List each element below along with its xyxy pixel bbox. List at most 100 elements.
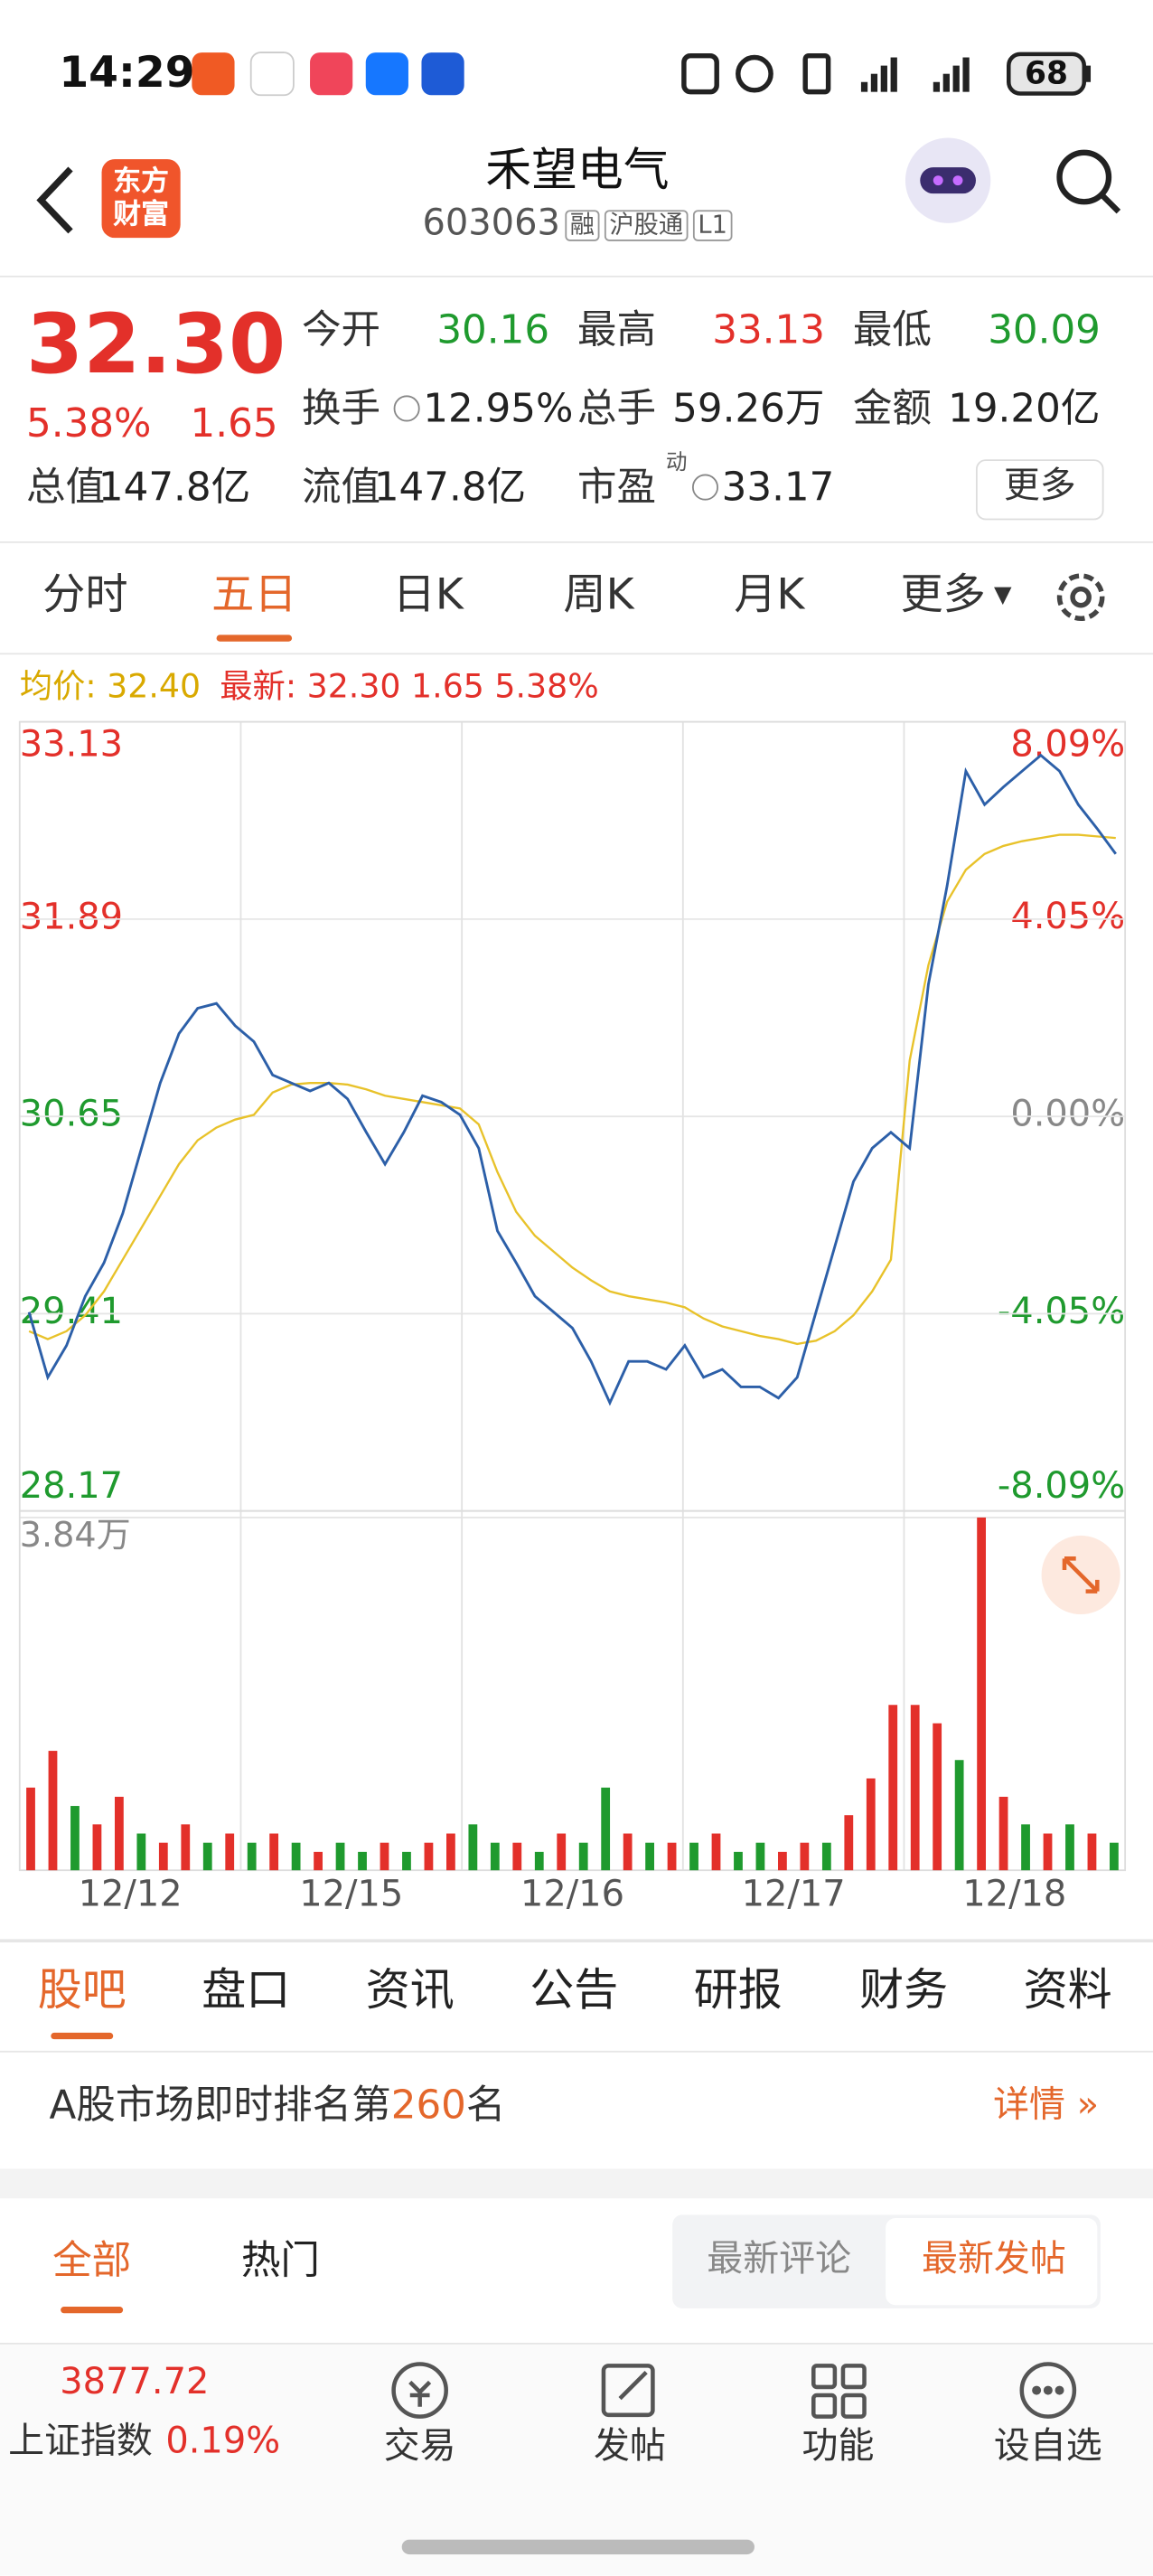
volume-bar [424, 1842, 434, 1871]
stock-tag: L1 [692, 209, 733, 240]
volume-bar [1110, 1842, 1119, 1871]
field-value: 59.26万 [672, 385, 825, 432]
nav-item[interactable]: 功能 [801, 2426, 875, 2468]
volume-bar [490, 1842, 500, 1871]
content-tab[interactable]: 公告 [530, 1965, 619, 2017]
nav-item[interactable]: 交易 [383, 2426, 456, 2468]
index-value[interactable]: 3877.72 [60, 2362, 210, 2404]
volume-bar [335, 1842, 345, 1871]
status-system-icons [681, 52, 1092, 96]
price-line [27, 753, 1117, 1406]
post-tab[interactable]: 全部 [52, 2237, 132, 2284]
x-tick-label: 12/15 [299, 1874, 403, 1915]
chart: 3.84万 12/18 12/17 12/16 12/15 12/12 -8.09% -4.0… [18, 720, 1127, 1915]
volume-bar [468, 1824, 478, 1871]
chart-tab[interactable]: 周K [563, 570, 634, 621]
field-value: 12.95% [423, 385, 574, 432]
volume-bar [92, 1824, 102, 1871]
content-tab[interactable]: 财务 [859, 1965, 949, 2017]
content-tab[interactable]: 盘口 [202, 1965, 291, 2017]
volume-bar [247, 1842, 257, 1871]
bottom-bar [0, 2342, 1153, 2576]
field-value: 147.8亿 [373, 464, 527, 511]
nav-item[interactable]: 发帖 [594, 2426, 666, 2468]
field-value: 30.16 [436, 306, 550, 353]
volume-bar [623, 1833, 633, 1871]
nav-icons [391, 2362, 1077, 2419]
chart-tab[interactable]: 日K [392, 570, 464, 621]
ranking-row[interactable]: A股市场即时排名第260名 [49, 2085, 505, 2125]
status-time: 14:29 [59, 49, 195, 99]
info-icon[interactable] [691, 474, 719, 501]
volume-tick-label: 3.84万 [20, 1515, 131, 1555]
volume-bar [866, 1778, 876, 1871]
y2-tick-label: 4.05% [1010, 896, 1125, 937]
content-tab[interactable]: 资讯 [365, 1965, 455, 2017]
y-tick-label: 31.89 [20, 896, 123, 937]
y-tick-label: 33.13 [20, 723, 123, 765]
settings-button[interactable] [1050, 566, 1116, 632]
volume-bar [158, 1842, 168, 1871]
more-button[interactable] [975, 459, 1104, 521]
volume-bar [910, 1705, 920, 1871]
field-value: 147.8亿 [98, 464, 251, 511]
volume-bar [314, 1851, 323, 1871]
stock-code-line: 603063 融沪股通 L1 [422, 203, 733, 245]
volume-bar [755, 1842, 765, 1871]
content-tab[interactable]: 研报 [693, 1965, 783, 2017]
chart-tab[interactable]: 月K [734, 570, 805, 621]
header-right [905, 137, 1121, 223]
post-tab[interactable]: 热门 [240, 2237, 320, 2284]
search-button[interactable] [1056, 149, 1121, 214]
nav-item[interactable]: 设自选 [993, 2426, 1102, 2468]
volume-bar [358, 1851, 367, 1871]
more-button-label: 更多 [1003, 465, 1076, 507]
field-value: 19.20亿 [948, 385, 1101, 432]
volume-bar [778, 1851, 787, 1871]
y2-tick-label: 8.09% [1010, 723, 1125, 765]
volume-bar [512, 1842, 522, 1871]
sort-option[interactable]: 最新评论 [707, 2239, 852, 2280]
divider [0, 1939, 1153, 1943]
expand-button[interactable] [1041, 1535, 1120, 1615]
volume-bar [402, 1851, 411, 1871]
volume-bar [601, 1787, 611, 1871]
ranking-detail[interactable]: 详情 » [993, 2084, 1100, 2127]
volume-bar [998, 1796, 1008, 1871]
volume-bar [48, 1751, 58, 1871]
y2-tick-label: -8.09% [998, 1465, 1125, 1507]
back-button[interactable] [36, 166, 73, 234]
price-line [28, 833, 1116, 1346]
divider [0, 653, 1153, 655]
app-logo [101, 159, 181, 239]
volume-bar [445, 1833, 455, 1871]
volume-bar [645, 1842, 654, 1871]
volume-bar [26, 1787, 35, 1871]
chart-tab[interactable]: 五日 [211, 570, 297, 621]
dropdown-arrow: ▼ [993, 582, 1012, 609]
chart-tab[interactable]: 分时 [42, 570, 128, 621]
field-value: 30.09 [988, 306, 1101, 353]
field-label: 今开 [301, 306, 381, 353]
info-icon[interactable] [393, 395, 420, 422]
home-indicator [401, 2539, 755, 2555]
volume-bar [667, 1842, 677, 1871]
volume-bar [711, 1833, 721, 1871]
field-label-sup: 动 [665, 451, 688, 476]
volume-bar [534, 1851, 544, 1871]
volume-bar [557, 1833, 567, 1871]
x-tick-label: 12/16 [520, 1874, 624, 1915]
field-label: 市盈 [576, 464, 657, 511]
index-name: 上证指数 [8, 2421, 153, 2463]
content-tab[interactable]: 股吧 [37, 1965, 127, 2017]
volume-bar [70, 1806, 80, 1871]
sort-option[interactable]: 最新发帖 [922, 2239, 1066, 2280]
chart-tab[interactable]: 更多 [900, 570, 986, 621]
stock-code: 603063 [422, 203, 560, 245]
volume-bar [689, 1842, 698, 1871]
content-tab[interactable]: 资料 [1023, 1965, 1112, 2017]
stock-name: 禾望电气 [485, 142, 670, 197]
field-label: 换手 [301, 385, 381, 432]
volume-bar [888, 1705, 898, 1871]
